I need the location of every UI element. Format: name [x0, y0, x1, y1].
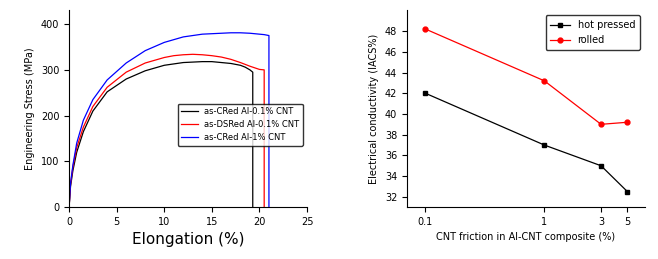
Legend: as-CRed Al-0.1% CNT, as-DSRed Al-0.1% CNT, as-CRed Al-1% CNT: as-CRed Al-0.1% CNT, as-DSRed Al-0.1% CN…: [178, 104, 303, 146]
as-CRed Al-0.1% CNT: [161, 64, 168, 67]
as-CRed Al-1% CNT: [65, 206, 73, 209]
hot pressed: [624, 190, 632, 193]
as-CRed Al-1% CNT: [246, 32, 254, 35]
as-CRed Al-1% CNT: [180, 35, 188, 39]
as-CRed Al-0.1% CNT: [208, 60, 216, 63]
as-CRed Al-1% CNT: [161, 41, 168, 44]
as-CRed Al-1% CNT: [236, 31, 244, 34]
as-DSRed Al-0.1% CNT: [227, 58, 235, 61]
as-DSRed Al-0.1% CNT: [260, 68, 268, 71]
as-CRed Al-1% CNT: [89, 98, 97, 101]
as-CRed Al-0.1% CNT: [73, 151, 81, 154]
as-CRed Al-0.1% CNT: [103, 90, 111, 93]
Y-axis label: Electrical conductivity (IACS%): Electrical conductivity (IACS%): [369, 34, 379, 184]
rolled: [421, 27, 429, 31]
as-CRed Al-1% CNT: [265, 206, 273, 209]
rolled: [624, 121, 632, 124]
as-CRed Al-0.1% CNT: [198, 60, 206, 63]
as-CRed Al-0.1% CNT: [217, 61, 225, 64]
as-CRed Al-0.1% CNT: [241, 66, 249, 69]
X-axis label: CNT friction in Al-CNT composite (%): CNT friction in Al-CNT composite (%): [436, 233, 615, 242]
Line: as-CRed Al-1% CNT: as-CRed Al-1% CNT: [69, 33, 269, 207]
as-CRed Al-0.1% CNT: [69, 169, 77, 172]
as-CRed Al-0.1% CNT: [236, 64, 244, 67]
Y-axis label: Engineering Stress (MPa): Engineering Stress (MPa): [25, 47, 36, 170]
as-DSRed Al-0.1% CNT: [189, 53, 197, 56]
as-DSRed Al-0.1% CNT: [170, 54, 178, 57]
as-CRed Al-1% CNT: [227, 31, 235, 34]
as-CRed Al-0.1% CNT: [66, 185, 74, 188]
rolled: [540, 79, 548, 82]
as-CRed Al-1% CNT: [255, 33, 263, 36]
hot pressed: [540, 143, 548, 147]
as-CRed Al-1% CNT: [141, 49, 149, 52]
hot pressed: [421, 92, 429, 95]
as-CRed Al-1% CNT: [103, 78, 111, 82]
as-DSRed Al-0.1% CNT: [73, 146, 81, 149]
as-CRed Al-1% CNT: [265, 34, 273, 37]
as-CRed Al-1% CNT: [80, 119, 88, 122]
Line: hot pressed: hot pressed: [423, 91, 630, 194]
as-CRed Al-0.1% CNT: [227, 62, 235, 65]
as-CRed Al-0.1% CNT: [89, 110, 97, 113]
as-CRed Al-0.1% CNT: [122, 77, 130, 81]
X-axis label: Elongation (%): Elongation (%): [132, 233, 244, 248]
Legend: hot pressed, rolled: hot pressed, rolled: [545, 15, 640, 50]
as-DSRed Al-0.1% CNT: [65, 206, 73, 209]
as-CRed Al-0.1% CNT: [189, 61, 197, 64]
hot pressed: [597, 164, 605, 167]
as-CRed Al-0.1% CNT: [246, 68, 254, 71]
as-DSRed Al-0.1% CNT: [69, 165, 77, 168]
as-CRed Al-1% CNT: [198, 33, 206, 36]
as-DSRed Al-0.1% CNT: [180, 53, 188, 56]
as-DSRed Al-0.1% CNT: [198, 53, 206, 56]
as-CRed Al-1% CNT: [217, 32, 225, 35]
as-DSRed Al-0.1% CNT: [103, 86, 111, 89]
rolled: [597, 123, 605, 126]
as-DSRed Al-0.1% CNT: [260, 206, 268, 209]
as-CRed Al-1% CNT: [66, 182, 74, 185]
as-CRed Al-0.1% CNT: [141, 69, 149, 72]
as-CRed Al-0.1% CNT: [249, 206, 257, 209]
as-DSRed Al-0.1% CNT: [236, 61, 244, 64]
as-DSRed Al-0.1% CNT: [66, 183, 74, 186]
as-DSRed Al-0.1% CNT: [255, 68, 263, 71]
as-DSRed Al-0.1% CNT: [217, 55, 225, 59]
Line: as-DSRed Al-0.1% CNT: as-DSRed Al-0.1% CNT: [69, 54, 264, 207]
as-CRed Al-1% CNT: [69, 163, 77, 167]
as-CRed Al-0.1% CNT: [65, 206, 73, 209]
as-DSRed Al-0.1% CNT: [208, 54, 216, 57]
as-DSRed Al-0.1% CNT: [246, 65, 254, 68]
as-DSRed Al-0.1% CNT: [141, 61, 149, 64]
as-CRed Al-1% CNT: [122, 61, 130, 64]
as-CRed Al-0.1% CNT: [80, 130, 88, 133]
as-DSRed Al-0.1% CNT: [122, 71, 130, 74]
as-CRed Al-0.1% CNT: [180, 61, 188, 64]
Line: rolled: rolled: [423, 27, 630, 127]
as-DSRed Al-0.1% CNT: [161, 56, 168, 59]
as-CRed Al-1% CNT: [260, 33, 268, 36]
as-CRed Al-0.1% CNT: [249, 71, 257, 74]
Line: as-CRed Al-0.1% CNT: as-CRed Al-0.1% CNT: [69, 62, 253, 207]
as-CRed Al-1% CNT: [73, 142, 81, 145]
as-DSRed Al-0.1% CNT: [89, 105, 97, 108]
as-DSRed Al-0.1% CNT: [80, 126, 88, 129]
